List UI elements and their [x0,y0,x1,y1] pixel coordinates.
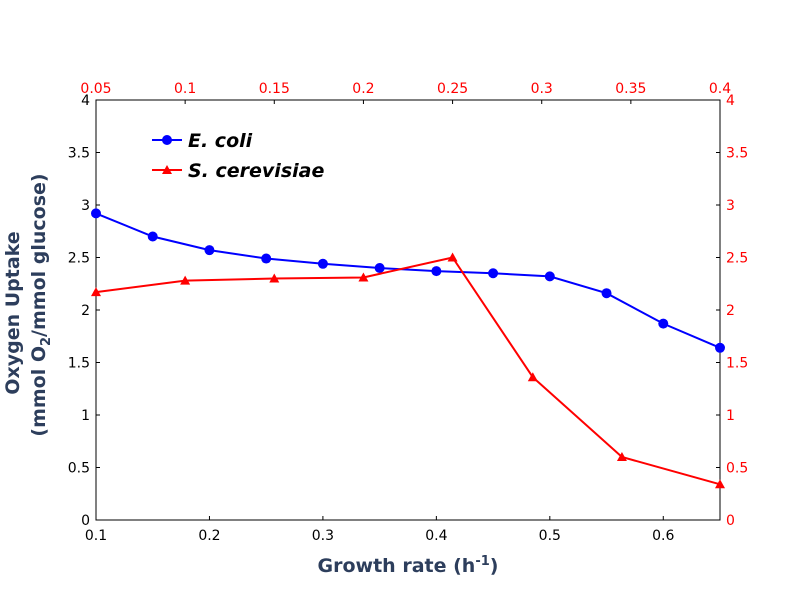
x-tick-label-top: 0.05 [80,81,111,97]
series-line-0 [95,212,721,349]
y-tick-label-left: 3 [81,198,90,214]
x-tick-label-bottom: 0.3 [312,528,334,544]
y-axis-label-line2: (mmol O2/mmol glucose) [28,173,54,436]
legend-item-scerevisiae: S. cerevisiae [152,160,324,182]
data-point-1 [527,372,538,382]
x-tick-label-top: 0.2 [352,81,374,97]
y-tick-label-left: 3.5 [68,146,90,162]
x-tick-label-bottom: 0.2 [198,528,220,544]
y-tick-label-left: 0.5 [68,461,90,477]
y-axis-label-line1: Oxygen Uptake [2,231,24,394]
y-tick-label-right: 4 [726,93,735,109]
y-tick-label-right: 1 [726,408,735,424]
legend-marker-circle [162,135,172,145]
legend-label-ecoli: E. coli [188,130,253,152]
data-point-1 [180,275,191,285]
legend: E. coli S. cerevisiae [152,130,324,182]
legend-item-ecoli: E. coli [152,130,253,152]
data-point-0 [204,245,215,256]
data-point-1 [715,479,725,489]
data-point-1 [269,273,280,283]
data-point-1 [91,287,101,297]
y-tick-label-left: 4 [81,93,90,109]
data-point-0 [658,318,669,329]
data-point-0 [715,342,725,353]
data-point-0 [261,253,272,264]
data-point-0 [431,266,442,277]
y-tick-label-left: 1.5 [68,356,90,372]
data-point-1 [447,252,458,262]
series-layer [91,208,725,489]
y-axis-left: 0 0.5 1 1.5 2 2.5 3 3.5 4 [68,93,100,529]
y-tick-label-left: 0 [81,513,90,529]
legend-label-scerevisiae: S. cerevisiae [188,160,324,182]
y-tick-label-right: 0 [726,513,735,529]
x-tick-label-bottom: 0.1 [85,528,107,544]
legend-marker-triangle [162,165,172,174]
x-tick-label-top: 0.15 [259,81,290,97]
x-axis-top: 0.05 0.1 0.15 0.2 0.25 0.3 0.35 0.4 [80,81,731,104]
x-axis-label: Growth rate (h-1) [318,554,499,577]
x-tick-label-top: 0.1 [174,81,196,97]
x-tick-label-top: 0.35 [615,81,646,97]
x-tick-label-top: 0.3 [531,81,553,97]
data-point-1 [358,272,369,282]
y-tick-label-left: 1 [81,408,90,424]
data-point-0 [374,263,385,273]
y-tick-label-left: 2.5 [68,251,90,267]
x-tick-label-bottom: 0.5 [539,528,561,544]
data-point-0 [544,271,555,282]
data-point-1 [616,452,627,461]
data-point-0 [488,268,499,279]
x-tick-label-bottom: 0.6 [652,528,674,544]
y-tick-label-right: 2.5 [726,251,748,267]
y-tick-label-right: 1.5 [726,356,748,372]
x-tick-label-top: 0.4 [709,81,731,97]
y-tick-label-right: 3 [726,198,735,214]
y-tick-label-right: 0.5 [726,461,748,477]
y-tick-label-left: 2 [81,303,90,319]
data-point-0 [317,258,328,269]
x-tick-label-bottom: 0.4 [425,528,447,544]
y-axis-right: 0 0.5 1 1.5 2 2.5 3 3.5 4 [716,93,748,529]
x-tick-label-top: 0.25 [437,81,468,97]
data-point-0 [147,231,158,242]
x-axis-bottom: 0.1 0.2 0.3 0.4 0.5 0.6 [85,516,674,544]
y-tick-label-right: 3.5 [726,146,748,162]
y-tick-label-right: 2 [726,303,735,319]
series-line-1 [95,256,721,486]
data-point-0 [91,208,101,219]
data-point-0 [601,288,612,299]
